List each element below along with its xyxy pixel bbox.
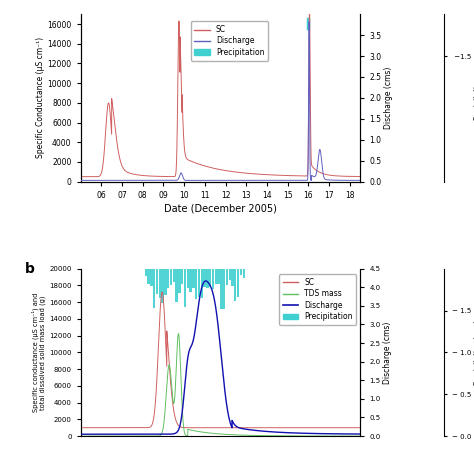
- Y-axis label: Discharge (cms): Discharge (cms): [383, 321, 392, 383]
- Bar: [147, 269, 150, 284]
- Bar: [178, 269, 181, 293]
- Bar: [240, 269, 242, 275]
- Bar: [201, 269, 203, 298]
- Bar: [206, 269, 209, 288]
- Bar: [226, 269, 228, 285]
- Bar: [159, 269, 161, 298]
- Bar: [234, 269, 237, 301]
- Bar: [156, 269, 158, 294]
- Bar: [209, 269, 211, 287]
- Bar: [181, 269, 183, 284]
- Bar: [231, 269, 234, 285]
- Bar: [184, 269, 186, 307]
- Bar: [153, 269, 155, 308]
- Text: b: b: [25, 262, 35, 276]
- Bar: [220, 269, 222, 310]
- Bar: [228, 269, 231, 280]
- Bar: [243, 269, 245, 278]
- Legend: SC, Discharge, Precipitation: SC, Discharge, Precipitation: [191, 21, 268, 61]
- Bar: [223, 269, 225, 309]
- Bar: [167, 269, 169, 289]
- Bar: [195, 269, 197, 299]
- Bar: [164, 269, 166, 295]
- Bar: [203, 269, 206, 288]
- Bar: [175, 269, 178, 302]
- Y-axis label: Specific conductance (μS cm⁻¹) and
total dissolved solid mass load (g): Specific conductance (μS cm⁻¹) and total…: [31, 292, 46, 412]
- Bar: [150, 269, 153, 286]
- Bar: [190, 269, 192, 292]
- Bar: [173, 269, 175, 282]
- Y-axis label: Discharge (cms): Discharge (cms): [384, 67, 393, 129]
- Bar: [215, 269, 217, 283]
- X-axis label: Date (December 2005): Date (December 2005): [164, 204, 277, 214]
- Bar: [192, 269, 194, 289]
- Bar: [237, 269, 239, 297]
- Bar: [198, 269, 200, 297]
- Bar: [170, 269, 172, 285]
- Legend: SC, TDS mass, Discharge, Precipitation: SC, TDS mass, Discharge, Precipitation: [279, 274, 356, 325]
- Y-axis label: Specific Conductance (μS cm⁻¹): Specific Conductance (μS cm⁻¹): [36, 37, 45, 158]
- Bar: [187, 269, 189, 288]
- Bar: [145, 269, 147, 276]
- Bar: [218, 269, 220, 284]
- Bar: [162, 269, 164, 303]
- Bar: [212, 269, 214, 290]
